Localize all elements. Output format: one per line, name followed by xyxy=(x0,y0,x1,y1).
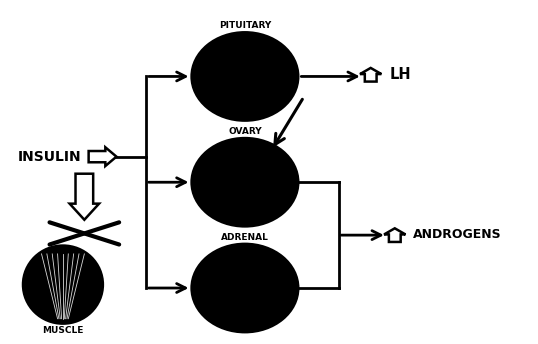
FancyArrow shape xyxy=(384,228,406,242)
Ellipse shape xyxy=(192,32,299,121)
Ellipse shape xyxy=(192,244,299,332)
Text: OVARY: OVARY xyxy=(228,127,261,136)
Text: ADRENAL: ADRENAL xyxy=(221,233,269,242)
Text: INSULIN: INSULIN xyxy=(17,150,81,164)
Text: PITUITARY: PITUITARY xyxy=(219,21,271,30)
Ellipse shape xyxy=(23,245,103,324)
Text: ANDROGENS: ANDROGENS xyxy=(413,228,501,240)
FancyArrow shape xyxy=(360,68,381,82)
Text: MUSCLE: MUSCLE xyxy=(43,325,83,335)
FancyArrow shape xyxy=(89,147,116,166)
Ellipse shape xyxy=(192,138,299,227)
FancyArrow shape xyxy=(69,174,99,220)
Text: LH: LH xyxy=(390,67,411,82)
